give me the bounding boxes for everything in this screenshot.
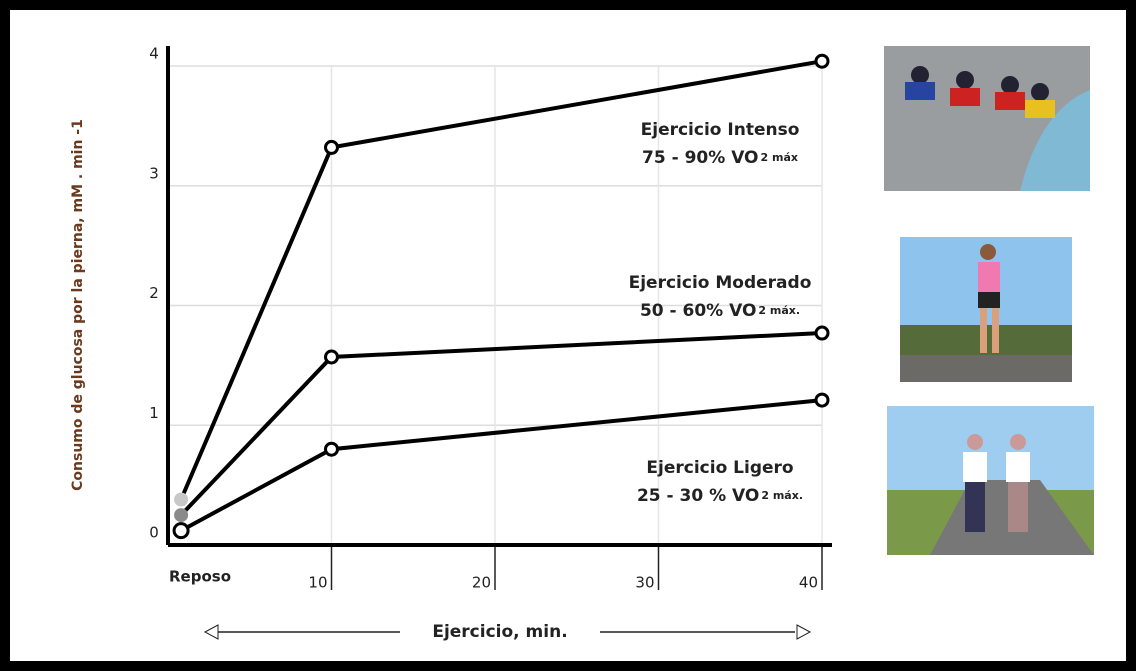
- point: [174, 524, 188, 538]
- point: [816, 327, 828, 339]
- series-detail-sub: 2 máx.: [758, 304, 800, 317]
- series-label: Ejercicio Intenso: [641, 120, 800, 140]
- point: [326, 443, 338, 455]
- y-tick-label: 4: [149, 45, 159, 63]
- point: [816, 55, 828, 67]
- x-tick-label: Reposo: [169, 568, 231, 586]
- y-tick-label: 3: [149, 164, 159, 182]
- x-tick-label: 10: [308, 574, 327, 592]
- point: [816, 394, 828, 406]
- y-tick-label: 1: [149, 404, 159, 422]
- y-tick-label: 0: [149, 524, 159, 542]
- point: [174, 492, 188, 506]
- series-detail-sub: 2 máx.: [761, 489, 803, 502]
- series-label: Ejercicio Ligero: [646, 458, 793, 478]
- chart: Consumo de glucosa por la pierna, mM . m…: [0, 0, 1136, 671]
- photo-walkers: [887, 406, 1094, 555]
- x-axis-label: Ejercicio, min.: [432, 622, 567, 642]
- series-detail-text: 75 - 90% VO: [642, 148, 758, 168]
- point: [326, 351, 338, 363]
- series-detail-text: 50 - 60% VO: [640, 301, 756, 321]
- y-axis-label: Consumo de glucosa por la pierna, mM . m…: [70, 119, 86, 491]
- x-tick-label: 40: [799, 574, 818, 592]
- photo-runner: [900, 237, 1072, 382]
- point: [174, 508, 188, 522]
- series-detail-sub: 2 máx: [761, 151, 798, 164]
- photo-skaters: [884, 46, 1090, 191]
- x-tick-label: 30: [635, 574, 654, 592]
- series-label: Ejercicio Moderado: [629, 273, 812, 293]
- point: [326, 141, 338, 153]
- series-detail-text: 25 - 30 % VO: [637, 486, 759, 506]
- y-tick-label: 2: [149, 284, 159, 302]
- x-tick-label: 20: [472, 574, 491, 592]
